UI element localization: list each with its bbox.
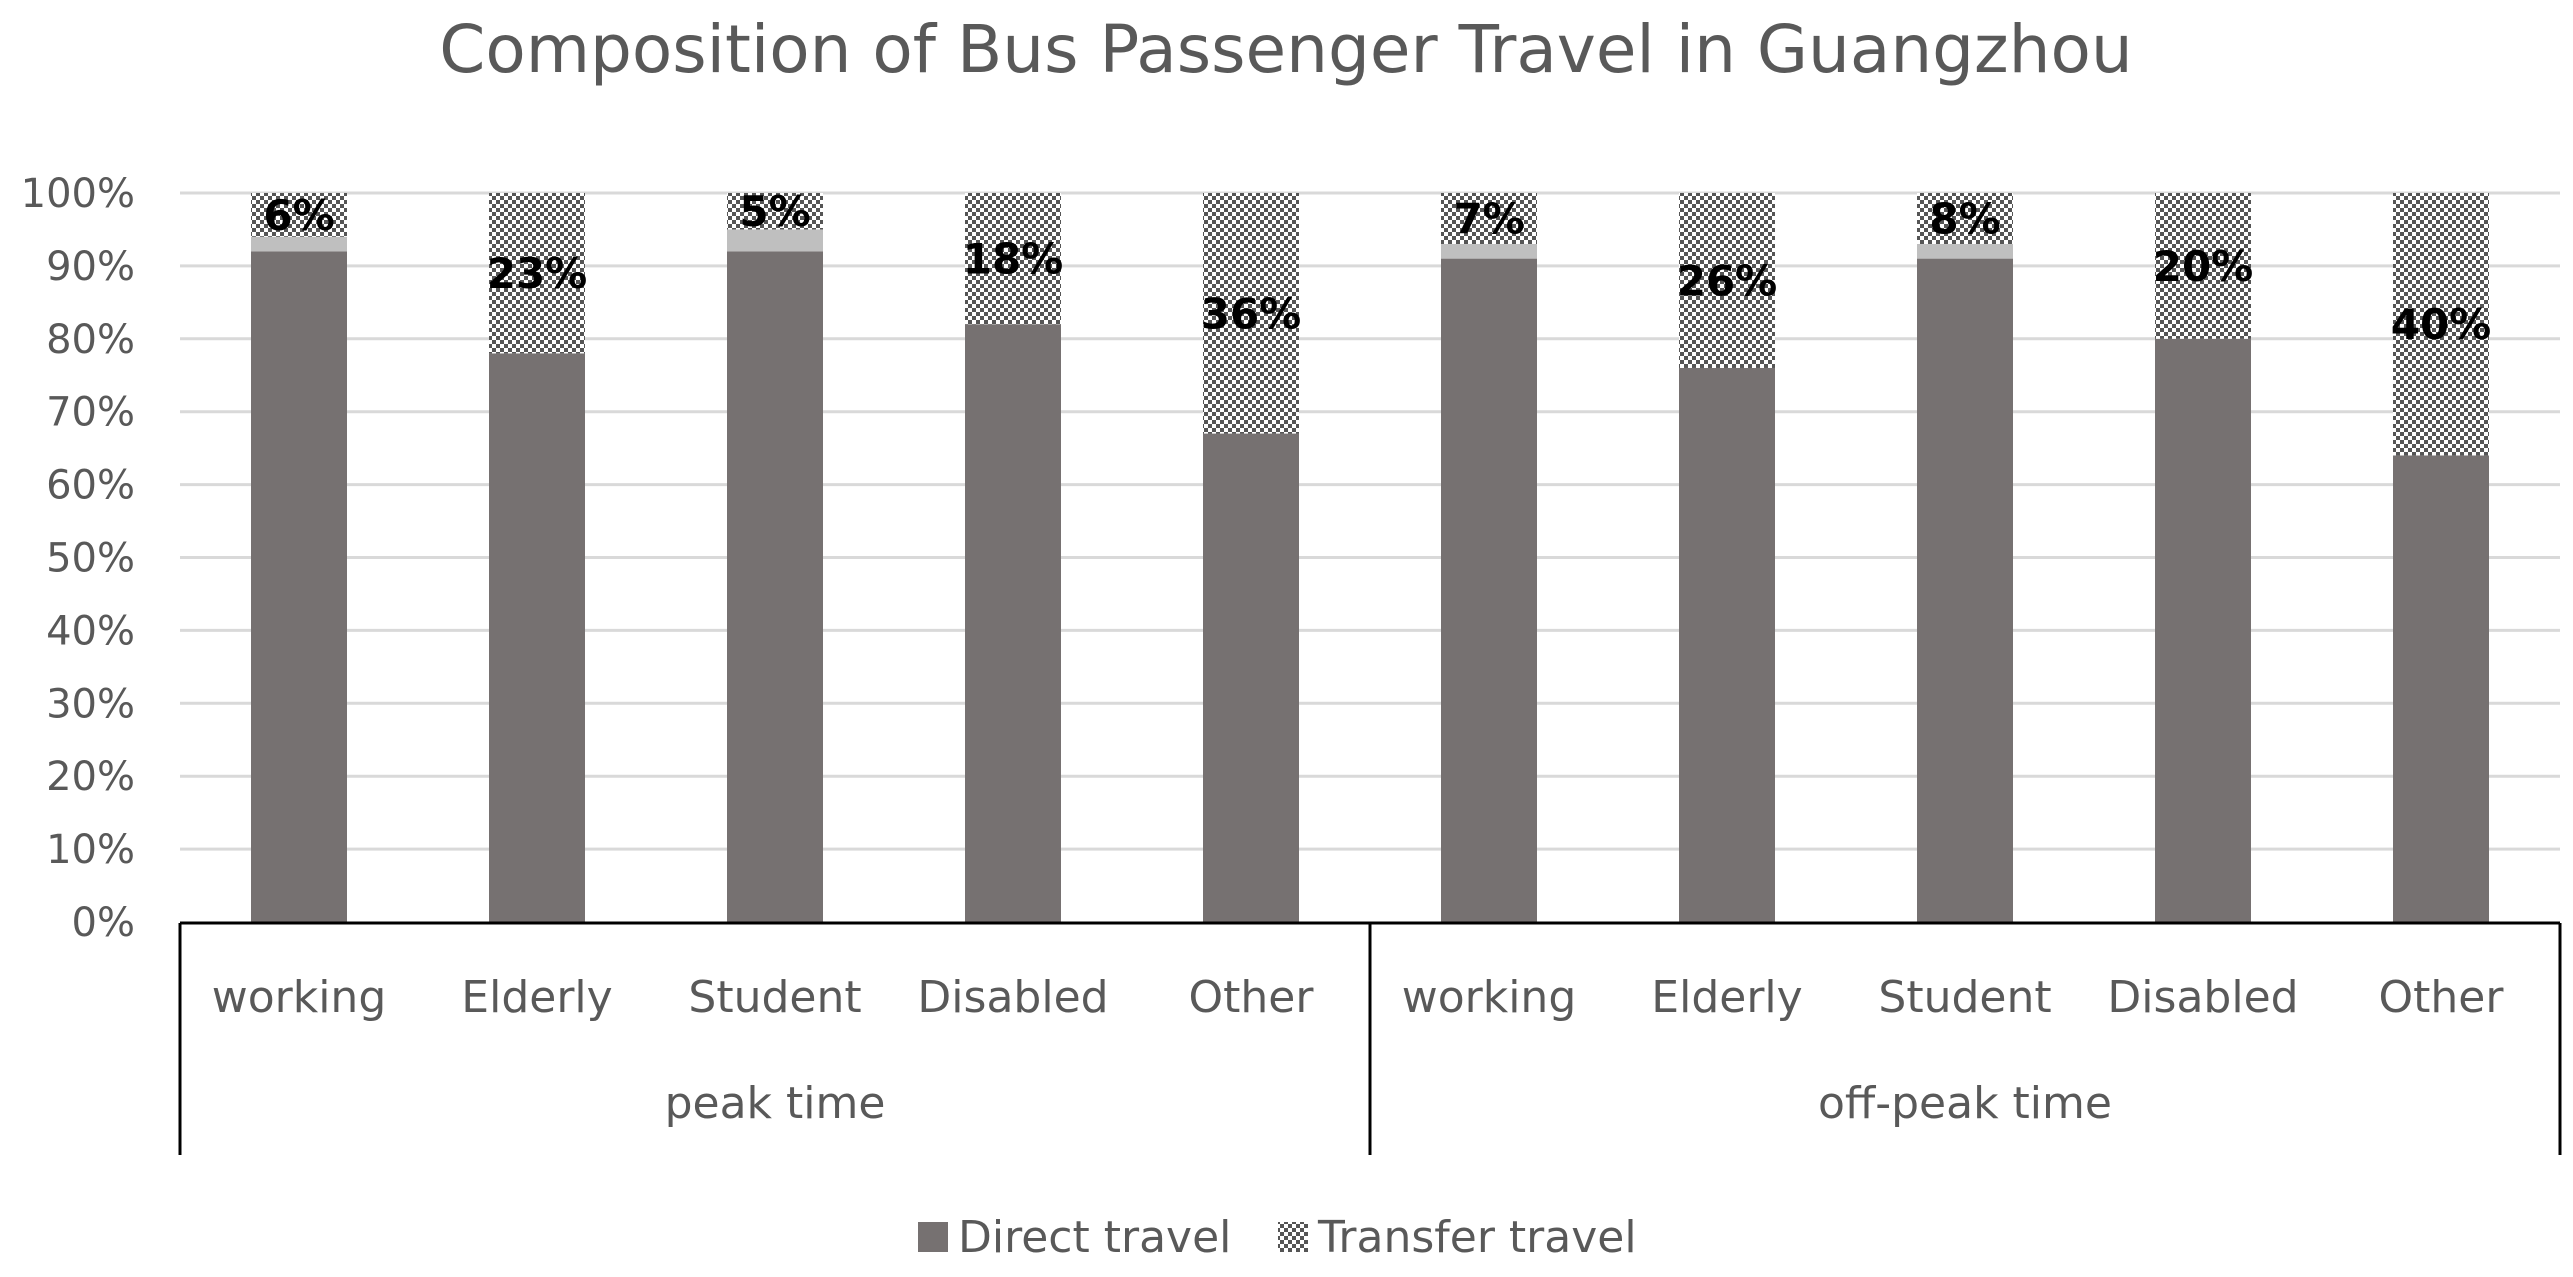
bar-middle-segment <box>1441 244 1537 259</box>
data-labels: 6% 23% 5% 18% 36% 7% 26% 8% 20% 40% <box>263 187 2491 349</box>
data-label: 20% <box>2153 242 2254 291</box>
bar-direct-travel <box>727 251 823 922</box>
bar-transfer-travel <box>489 193 585 354</box>
bar-middle-segment <box>727 229 823 252</box>
x-tick-label: Student <box>1878 972 2051 1023</box>
x-tick-label: Disabled <box>2107 972 2298 1023</box>
data-label: 18% <box>963 235 1064 284</box>
legend-label-transfer-travel: Transfer travel <box>1317 1212 1637 1263</box>
data-label: 23% <box>487 249 588 298</box>
x-tick-label: Elderly <box>1651 972 1802 1023</box>
y-tick-label: 90% <box>46 244 135 290</box>
data-label: 7% <box>1453 195 1524 244</box>
y-tick-label: 80% <box>46 317 135 363</box>
bar-direct-travel <box>1679 367 1775 923</box>
data-label: 36% <box>1201 289 1302 338</box>
bar-transfer-travel <box>251 193 347 237</box>
x-tick-label: working <box>1402 972 1577 1023</box>
y-tick-label: 60% <box>46 463 135 509</box>
y-tick-label: 70% <box>46 390 135 436</box>
bar-direct-travel <box>1203 433 1299 922</box>
data-label: 26% <box>1677 256 1778 305</box>
y-tick-label: 40% <box>46 608 135 654</box>
x-tick-label: Student <box>688 972 861 1023</box>
y-axis-ticks: 0% 10% 20% 30% 40% 50% 60% 70% 80% 90% 100% <box>21 171 135 946</box>
bar-transfer-travel <box>1679 193 1775 368</box>
chart-title: Composition of Bus Passenger Travel in G… <box>439 11 2132 88</box>
legend-label-direct-travel: Direct travel <box>958 1212 1231 1263</box>
y-tick-label: 0% <box>72 900 135 946</box>
bar-direct-travel <box>2155 338 2251 922</box>
y-tick-label: 10% <box>46 827 135 873</box>
bar-direct-travel <box>965 324 1061 923</box>
x-tick-label: Other <box>1189 972 1315 1023</box>
bar-transfer-travel <box>2393 193 2489 456</box>
bar-transfer-travel <box>727 193 823 230</box>
legend-swatch-transfer-travel <box>1278 1222 1308 1252</box>
bar-transfer-travel <box>1917 193 2013 245</box>
bars <box>251 193 2489 923</box>
x-axis: working Elderly Student Disabled Other workin… <box>178 921 2562 1155</box>
bar-direct-travel <box>251 251 347 922</box>
x-tick-label: working <box>212 972 387 1023</box>
x-tick-label: Elderly <box>461 972 612 1023</box>
bar-direct-travel <box>489 353 585 922</box>
bar-transfer-travel <box>1441 193 1537 245</box>
bar-transfer-travel <box>1203 193 1299 434</box>
bar-direct-travel <box>1441 258 1537 922</box>
bar-direct-travel <box>2393 455 2489 922</box>
x-tick-label: Disabled <box>917 972 1108 1023</box>
bar-middle-segment <box>1917 244 2013 259</box>
bar-transfer-travel <box>965 193 1061 325</box>
legend: Direct travel Transfer travel <box>918 1212 1637 1263</box>
data-label: 8% <box>1929 195 2000 244</box>
y-tick-label: 20% <box>46 754 135 800</box>
y-tick-label: 30% <box>46 681 135 727</box>
group-label: off-peak time <box>1818 1078 2112 1129</box>
y-tick-label: 100% <box>21 171 135 217</box>
group-label: peak time <box>665 1078 886 1129</box>
bar-direct-travel <box>1917 258 2013 922</box>
data-label: 40% <box>2391 300 2492 349</box>
x-tick-label: Other <box>2379 972 2505 1023</box>
data-label: 5% <box>739 187 810 236</box>
y-tick-label: 50% <box>46 536 135 582</box>
bar-middle-segment <box>251 236 347 252</box>
data-label: 6% <box>263 191 334 240</box>
legend-swatch-direct-travel <box>918 1222 948 1252</box>
bar-transfer-travel <box>2155 193 2251 339</box>
